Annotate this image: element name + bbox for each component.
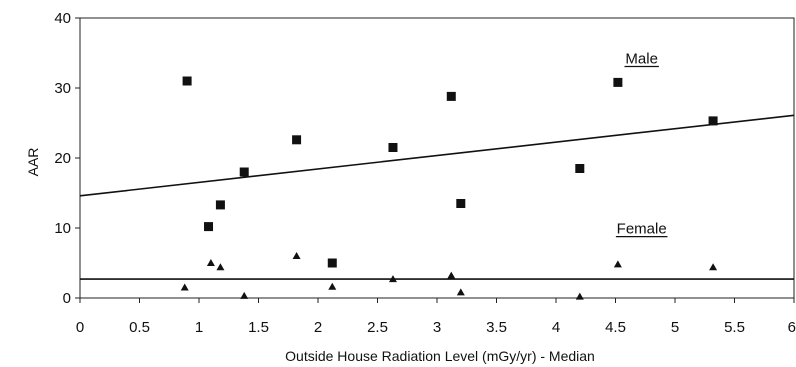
x-tick-label: 1.5 [248,319,269,336]
male-point [182,76,192,86]
y-tick-label: 20 [54,150,71,167]
x-tick-label: 1 [195,319,203,336]
male-point [239,167,249,177]
plot-area [79,17,795,299]
x-tick-label: 4.5 [605,319,626,336]
x-tick-label: 3 [433,319,441,336]
y-axis: 0 10 20 30 40 [54,10,80,307]
female-point [180,283,189,291]
series-labels: Male Female [615,51,668,238]
male-point [215,200,225,210]
y-tick-label: 40 [54,10,71,27]
male-point [388,143,398,152]
female-point [292,252,301,259]
female-point [709,263,718,271]
male-point [292,135,302,145]
x-axis: 0 0.5 1 1.5 2 2.5 3 3.5 4 4.5 5 5.5 6 [76,298,796,336]
male-point [708,116,718,126]
female-point [447,271,456,279]
x-tick-label: 2.5 [367,319,388,336]
y-tick-label: 0 [63,290,71,307]
male-point [204,222,214,232]
y-tick-label: 30 [54,80,71,97]
x-tick-label: 0 [76,319,84,336]
x-tick-label: 5.5 [724,319,745,336]
female-point [240,291,249,299]
female-point [613,260,622,268]
plot-frame [79,17,795,299]
x-tick-label: 6 [788,319,796,336]
x-tick-label: 0.5 [129,319,150,336]
female-label: Female [617,221,667,238]
male-label: Male [625,51,658,68]
trendlines [79,114,795,280]
x-axis-title: Outside House Radiation Level (mGy/yr) -… [285,348,595,364]
x-tick-label: 4 [552,319,560,336]
data-points [180,76,718,300]
x-tick-label: 2 [314,319,322,336]
female-point [328,282,337,290]
female-point [456,288,465,296]
y-axis-title: AAR [25,148,41,177]
female-point [575,292,584,300]
female-point [388,275,397,283]
male-point [446,91,456,101]
male-point [575,164,585,173]
x-tick-label: 5 [671,319,679,336]
male-point [613,77,623,87]
female-point [206,259,215,266]
y-tick-label: 10 [54,220,71,237]
female-point [216,263,225,271]
x-tick-label: 3.5 [486,319,507,336]
male-point [327,258,337,268]
male-point [456,199,466,208]
male-trendline [79,114,795,197]
